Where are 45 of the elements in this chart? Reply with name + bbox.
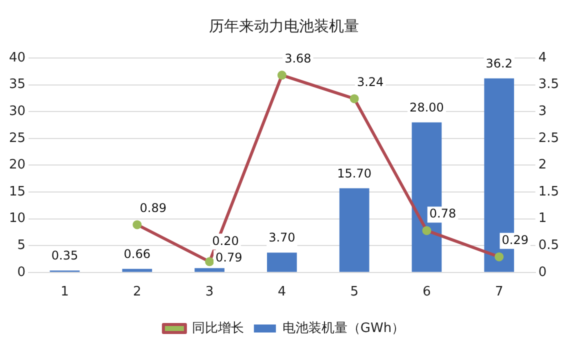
legend-label: 电池装机量（GWh） (282, 320, 405, 336)
bar (122, 268, 152, 272)
data-label: 0.78 (429, 206, 456, 221)
data-label: 0.20 (212, 234, 239, 248)
y2-tick-label: 1.5 (538, 184, 560, 200)
data-label: 0.89 (140, 200, 166, 215)
y-tick-label: 25 (8, 130, 26, 146)
chart-title: 历年来动力电池装机量 (209, 16, 359, 35)
x-tick-label: 7 (494, 284, 504, 300)
y2-tick-label: 3 (538, 104, 547, 119)
y-tick-label: 40 (8, 50, 26, 66)
bar (339, 188, 370, 272)
y2-tick-label: 4 (538, 50, 547, 66)
y2-tick-label: 0 (538, 264, 547, 280)
data-label: 36.2 (486, 56, 512, 70)
x-tick-label: 6 (422, 284, 431, 300)
x-tick-label: 1 (60, 284, 69, 300)
data-label: 15.70 (337, 166, 372, 180)
data-label: 28.00 (410, 100, 444, 114)
x-tick-label: 4 (278, 284, 286, 300)
data-label: 3.68 (284, 51, 312, 66)
data-label: 3.24 (356, 74, 384, 89)
y-tick-label: 35 (8, 77, 26, 92)
y-tick-label: 5 (17, 238, 26, 253)
x-tick-label: 5 (350, 284, 358, 300)
legend-label: 同比增长 (192, 320, 244, 336)
data-label: 0.79 (216, 250, 242, 264)
data-label: 3.70 (268, 230, 296, 245)
x-tick-label: 3 (205, 284, 214, 300)
data-label: 0.66 (124, 246, 150, 261)
y2-tick-label: 2 (538, 158, 547, 173)
y-tick-label: 10 (8, 211, 26, 226)
y2-tick-label: 0.5 (538, 238, 560, 253)
bar (267, 252, 297, 272)
y-tick-label: 30 (8, 104, 26, 119)
bar (194, 268, 224, 272)
data-label: 0.35 (51, 248, 78, 263)
y-tick-label: 15 (8, 184, 26, 200)
y-tick-label: 20 (8, 158, 26, 173)
y2-tick-label: 3.5 (538, 77, 560, 92)
data-label: 0.29 (502, 232, 528, 247)
y-tick-label: 0 (17, 264, 26, 280)
y2-tick-label: 2.5 (538, 130, 560, 146)
x-tick-label: 2 (133, 284, 142, 300)
y2-tick-label: 1 (538, 211, 547, 226)
